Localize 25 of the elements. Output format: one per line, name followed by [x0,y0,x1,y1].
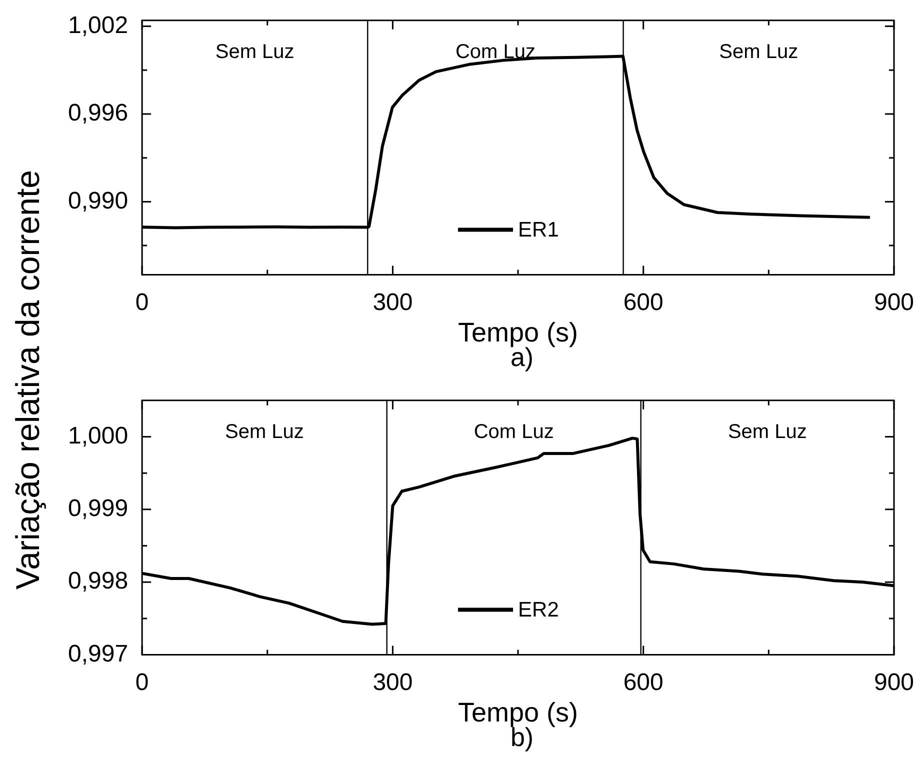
y-tick-label: 0,996 [68,100,128,127]
y-tick-label: 1,002 [68,12,128,39]
annotation: Sem Luz [728,420,807,443]
x-tick-label: 600 [623,668,664,696]
legend-label: ER1 [518,218,559,242]
y-tick-label: 1,000 [68,422,128,450]
legend-label: ER2 [518,598,559,622]
x-axis-title: Tempo (s) [458,317,578,348]
annotation: Sem Luz [719,40,798,63]
x-tick-label: 600 [623,288,664,316]
annotation: Sem Luz [215,40,294,63]
y-tick-label: 0,990 [68,187,128,214]
x-tick-label: 900 [874,288,914,316]
y-tick-label: 0,999 [68,495,128,522]
x-axis-title: Tempo (s) [458,697,578,728]
y-tick-label: 0,998 [68,568,128,595]
x-tick-label: 0 [135,668,149,696]
x-tick-label: 900 [874,668,914,696]
x-tick-label: 300 [372,288,413,316]
y-tick-label: 0,997 [68,640,128,668]
annotation: Sem Luz [224,420,304,443]
x-tick-label: 0 [135,288,149,316]
annotation: Com Luz [474,420,554,443]
x-tick-label: 300 [372,668,413,696]
y-axis-title: Variação relativa da corrente [9,170,47,590]
